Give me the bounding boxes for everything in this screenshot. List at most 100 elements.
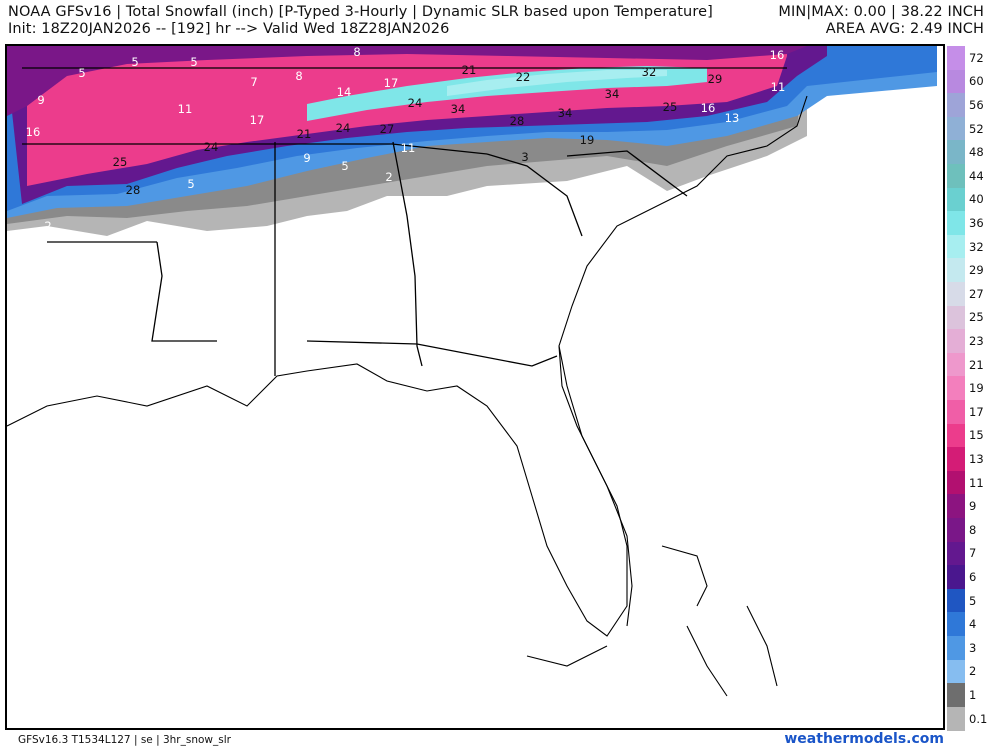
legend-label: 48 — [969, 145, 984, 160]
snowfall-value-label: 9 — [303, 151, 310, 165]
legend-label: 52 — [969, 121, 984, 136]
snowfall-value-label: 29 — [708, 72, 723, 86]
snowfall-value-label: 8 — [295, 69, 302, 83]
legend-swatch — [947, 187, 965, 212]
snowfall-value-label: 34 — [451, 102, 466, 116]
legend-label: 7 — [969, 546, 977, 561]
legend-swatch — [947, 588, 965, 613]
snowfall-value-label: 34 — [605, 87, 620, 101]
snowfall-map: 8 5 5 5 7 8 21 22 32 29 16 11 9 11 17 14 24 34 34 25 16 13 16 1… — [5, 44, 945, 730]
legend-label: 6 — [969, 570, 977, 584]
model-info: GFSv16.3 T1534L127 | se | 3hr_snow_slr — [18, 734, 231, 746]
florida-east-coast — [558, 345, 633, 627]
very-heavy-snow-core — [447, 70, 667, 96]
snowfall-value-label: 13 — [725, 111, 740, 125]
bahamas-island-2 — [686, 625, 728, 697]
snowfall-value-label: 16 — [701, 101, 716, 115]
legend-label: 19 — [969, 381, 984, 396]
snowfall-value-label: 16 — [26, 125, 41, 139]
legend-swatch — [947, 518, 965, 543]
legend-label: 1 — [969, 688, 977, 702]
tn-mid-border — [22, 143, 488, 155]
color-legend: 72 60 56 52 48 44 40 36 32 29 27 25 23 21 19 17 15 13 11 9 8… — [947, 44, 1000, 731]
snowfall-value-label: 17 — [384, 76, 399, 90]
legend-swatch — [947, 612, 965, 637]
florida-keys — [526, 645, 608, 667]
legend-label: 36 — [969, 216, 984, 230]
legend-swatch — [947, 423, 965, 448]
gulf-coast — [7, 95, 808, 637]
snowfall-value-label: 21 — [462, 63, 477, 77]
snowfall-value-label: 11 — [401, 141, 416, 155]
snowfall-value-label: 17 — [250, 113, 265, 127]
snowfall-value-label: 5 — [190, 55, 197, 69]
state-borders — [22, 67, 787, 376]
snowfall-value-label: 5 — [341, 159, 348, 173]
legend-swatch — [947, 164, 965, 189]
snowfall-value-label: 11 — [771, 80, 786, 94]
legend-label: 29 — [969, 263, 984, 278]
legend-label: 56 — [969, 98, 984, 112]
legend-label: 4 — [969, 617, 977, 632]
legend-label: 3 — [969, 640, 977, 655]
snowfall-shading — [7, 46, 937, 236]
snowfall-value-label: 32 — [642, 65, 657, 79]
legend-swatch — [947, 565, 965, 590]
snowfall-value-label: 2 — [385, 170, 392, 184]
legend-swatch — [947, 706, 965, 731]
purple-cap-band — [7, 46, 807, 116]
snowfall-value-label: 24 — [336, 121, 351, 135]
legend-label: 13 — [969, 452, 984, 466]
legend-swatch — [947, 494, 965, 519]
legend-label: 27 — [969, 286, 984, 301]
snowfall-value-label: 2 — [44, 219, 51, 233]
legend-swatch — [947, 116, 965, 141]
legend-label: 15 — [969, 428, 984, 443]
snowfall-value-label: 28 — [510, 114, 525, 128]
snowfall-value-label: 5 — [131, 55, 138, 69]
bahamas-island-1 — [661, 545, 708, 607]
legend-label: 32 — [969, 239, 984, 254]
snowfall-value-label: 25 — [663, 100, 678, 114]
nc-sc-border — [566, 150, 688, 197]
legend-label: 25 — [969, 310, 984, 325]
legend-swatch — [947, 46, 965, 71]
snowfall-value-label: 24 — [204, 140, 219, 154]
snowfall-value-label: 5 — [78, 66, 85, 80]
snowfall-value-label: 28 — [126, 183, 141, 197]
legend-label: 9 — [969, 499, 977, 514]
legend-swatch — [947, 93, 965, 118]
legend-label: 60 — [969, 74, 984, 89]
snowfall-value-label: 21 — [297, 127, 312, 141]
legend-swatch — [947, 140, 965, 165]
legend-swatch — [947, 329, 965, 354]
coastline — [7, 95, 808, 697]
al-ga-border — [392, 141, 423, 367]
legend-swatch — [947, 447, 965, 472]
legend-label: 21 — [969, 357, 984, 372]
site-credit[interactable]: weathermodels.com — [784, 731, 944, 747]
snowfall-value-label: 7 — [250, 75, 257, 89]
legend-label: 5 — [969, 593, 977, 608]
legend-swatch — [947, 234, 965, 259]
legend-label: 44 — [969, 168, 984, 183]
snowfall-value-label: 3 — [521, 150, 528, 164]
legend-swatch — [947, 305, 965, 330]
very-heavy-snow-band — [307, 66, 707, 121]
map-title: NOAA GFSv16 | Total Snowfall (inch) [P-T… — [8, 4, 713, 20]
snowfall-value-label: 14 — [337, 85, 352, 99]
legend-swatch — [947, 683, 965, 708]
legend-label: 11 — [969, 475, 984, 490]
legend-swatch — [947, 636, 965, 661]
legend-swatch — [947, 69, 965, 94]
snowfall-value-label: 25 — [113, 155, 128, 169]
snowfall-value-label: 5 — [187, 177, 194, 191]
bahamas-island-3 — [746, 605, 778, 687]
init-valid-time: Init: 18Z20JAN2026 -- [192] hr --> Valid… — [8, 21, 450, 37]
ms-la-border — [151, 241, 217, 342]
legend-swatch — [947, 470, 965, 495]
snowfall-value-label: 11 — [178, 102, 193, 116]
ga-sc-border — [486, 153, 583, 237]
